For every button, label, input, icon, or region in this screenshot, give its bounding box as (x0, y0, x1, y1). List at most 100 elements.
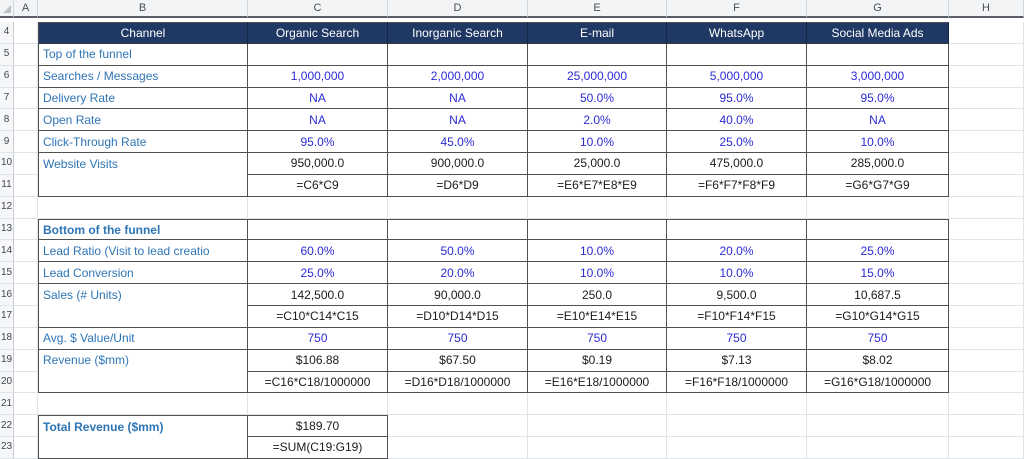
cell-F8[interactable]: 40.0% (667, 109, 807, 132)
cell-D14[interactable]: 50.0% (388, 240, 528, 263)
cell-H9[interactable] (949, 131, 1024, 154)
cell-D5[interactable] (388, 43, 528, 66)
cell-H23[interactable] (949, 437, 1024, 459)
cell-A19[interactable] (14, 349, 38, 372)
cell-C5[interactable] (248, 43, 388, 66)
cell-D12[interactable] (388, 196, 528, 219)
cell-A16[interactable] (14, 284, 38, 306)
cell-D15[interactable]: 20.0% (388, 262, 528, 285)
cell-H22[interactable] (949, 415, 1024, 438)
cell-F13[interactable] (667, 218, 807, 241)
cell-A20[interactable] (14, 371, 38, 394)
cell-D21[interactable] (388, 393, 528, 416)
cell-A9[interactable] (14, 131, 38, 154)
cell-H13[interactable] (949, 218, 1024, 241)
cell-G11[interactable]: =G6*G7*G9 (807, 174, 949, 197)
cell-B10[interactable]: Website Visits (38, 153, 248, 197)
column-header-E[interactable]: E (528, 0, 667, 18)
cell-E11[interactable]: =E6*E7*E8*E9 (528, 174, 667, 197)
cell-G16[interactable]: 10,687.5 (807, 284, 949, 306)
cell-A4[interactable] (14, 22, 38, 44)
column-header-H[interactable]: H (949, 0, 1024, 18)
row-header-23[interactable]: 23 (0, 437, 14, 459)
cell-H17[interactable] (949, 305, 1024, 328)
cell-C23[interactable]: =SUM(C19:G19) (248, 437, 388, 459)
cell-E9[interactable]: 10.0% (528, 131, 667, 154)
cell-H19[interactable] (949, 349, 1024, 372)
cell-G18[interactable]: 750 (807, 327, 949, 350)
cell-D4[interactable]: Inorganic Search (388, 22, 528, 44)
cell-E18[interactable]: 750 (528, 327, 667, 350)
cell-H12[interactable] (949, 196, 1024, 219)
cell-B13[interactable]: Bottom of the funnel (38, 218, 248, 241)
cell-B16[interactable]: Sales (# Units) (38, 284, 248, 328)
cell-C19[interactable]: $106.88 (248, 349, 388, 372)
cell-C13[interactable] (248, 218, 388, 241)
cell-C8[interactable]: NA (248, 109, 388, 132)
row-header-22[interactable]: 22 (0, 415, 14, 438)
cell-F9[interactable]: 25.0% (667, 131, 807, 154)
cell-C10[interactable]: 950,000.0 (248, 153, 388, 175)
row-header-17[interactable]: 17 (0, 305, 14, 328)
cell-F19[interactable]: $7.13 (667, 349, 807, 372)
row-header-7[interactable]: 7 (0, 87, 14, 110)
cell-E16[interactable]: 250.0 (528, 284, 667, 306)
cell-A14[interactable] (14, 240, 38, 263)
cell-F5[interactable] (667, 43, 807, 66)
cell-A15[interactable] (14, 262, 38, 285)
cell-G15[interactable]: 15.0% (807, 262, 949, 285)
cell-B7[interactable]: Delivery Rate (38, 87, 248, 110)
row-header-14[interactable]: 14 (0, 240, 14, 263)
cell-E17[interactable]: =E10*E14*E15 (528, 305, 667, 328)
cell-F16[interactable]: 9,500.0 (667, 284, 807, 306)
cell-C15[interactable]: 25.0% (248, 262, 388, 285)
cell-C16[interactable]: 142,500.0 (248, 284, 388, 306)
cell-B21[interactable] (38, 393, 248, 416)
cell-F15[interactable]: 10.0% (667, 262, 807, 285)
cell-A17[interactable] (14, 305, 38, 328)
cell-C17[interactable]: =C10*C14*C15 (248, 305, 388, 328)
cell-G9[interactable]: 10.0% (807, 131, 949, 154)
cell-F10[interactable]: 475,000.0 (667, 153, 807, 175)
cell-D16[interactable]: 90,000.0 (388, 284, 528, 306)
cell-F21[interactable] (667, 393, 807, 416)
cell-H21[interactable] (949, 393, 1024, 416)
cell-B6[interactable]: Searches / Messages (38, 65, 248, 88)
cell-H15[interactable] (949, 262, 1024, 285)
cell-B14[interactable]: Lead Ratio (Visit to lead creatio (38, 240, 248, 263)
row-header-5[interactable]: 5 (0, 43, 14, 66)
cell-C21[interactable] (248, 393, 388, 416)
cell-E8[interactable]: 2.0% (528, 109, 667, 132)
row-header-10[interactable]: 10 (0, 153, 14, 175)
cell-C11[interactable]: =C6*C9 (248, 174, 388, 197)
cell-H18[interactable] (949, 327, 1024, 350)
cell-H7[interactable] (949, 87, 1024, 110)
cell-F11[interactable]: =F6*F7*F8*F9 (667, 174, 807, 197)
row-header-13[interactable]: 13 (0, 218, 14, 241)
cell-G17[interactable]: =G10*G14*G15 (807, 305, 949, 328)
cell-A7[interactable] (14, 87, 38, 110)
row-header-15[interactable]: 15 (0, 262, 14, 285)
cell-H5[interactable] (949, 43, 1024, 66)
cell-D7[interactable]: NA (388, 87, 528, 110)
column-header-G[interactable]: G (807, 0, 949, 18)
cell-B18[interactable]: Avg. $ Value/Unit (38, 327, 248, 350)
column-header-F[interactable]: F (667, 0, 807, 18)
row-header-4[interactable]: 4 (0, 22, 14, 44)
cell-A6[interactable] (14, 65, 38, 88)
cell-H20[interactable] (949, 371, 1024, 394)
cell-E7[interactable]: 50.0% (528, 87, 667, 110)
cell-H4[interactable] (949, 22, 1024, 44)
row-header-18[interactable]: 18 (0, 327, 14, 350)
cell-E6[interactable]: 25,000,000 (528, 65, 667, 88)
cell-D18[interactable]: 750 (388, 327, 528, 350)
cell-F22[interactable] (667, 415, 807, 438)
cell-G19[interactable]: $8.02 (807, 349, 949, 372)
cell-C4[interactable]: Organic Search (248, 22, 388, 44)
cell-E23[interactable] (528, 437, 667, 459)
row-header-21[interactable]: 21 (0, 393, 14, 416)
cell-B4[interactable]: Channel (38, 22, 248, 44)
cell-F14[interactable]: 20.0% (667, 240, 807, 263)
cell-G4[interactable]: Social Media Ads (807, 22, 949, 44)
row-header-12[interactable]: 12 (0, 196, 14, 219)
